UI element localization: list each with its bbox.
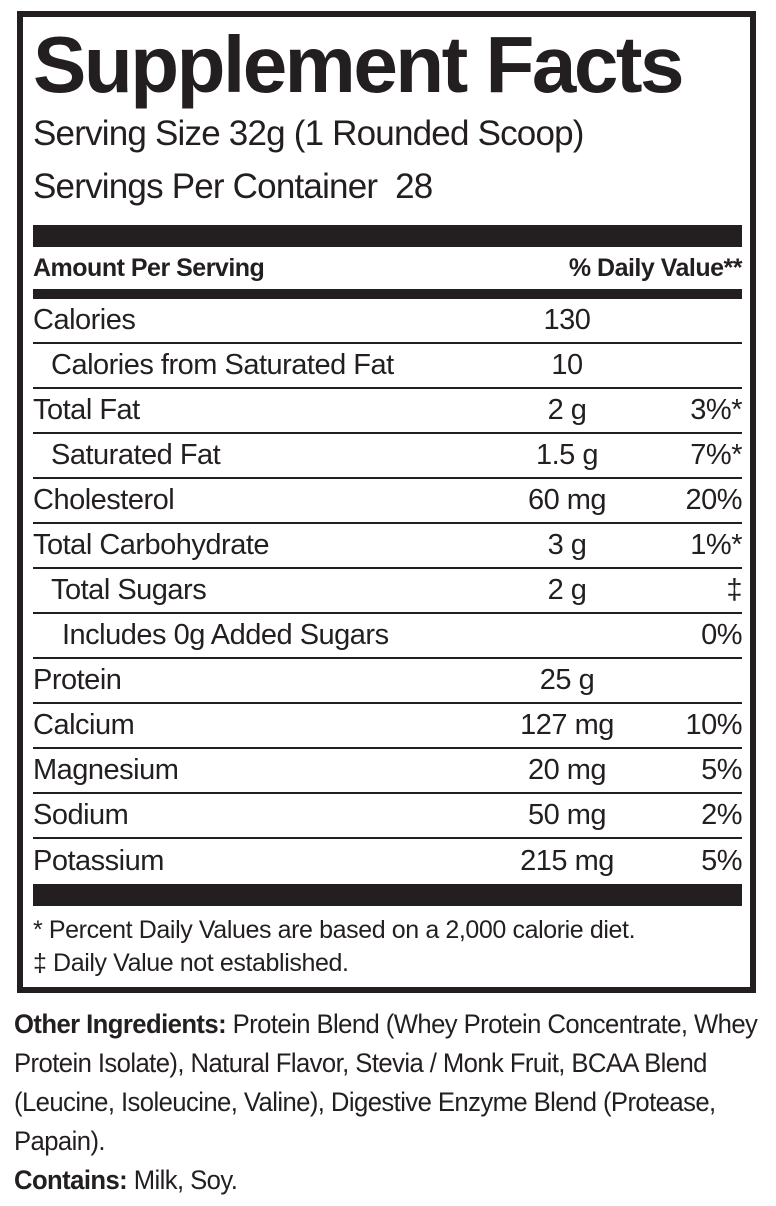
- nutrient-daily-value: 1%*: [690, 529, 742, 561]
- other-ingredients-paragraph: Other Ingredients: Protein Blend (Whey P…: [14, 1005, 765, 1161]
- contains-paragraph: Contains: Milk, Soy.: [14, 1161, 765, 1200]
- serving-size-line: Serving Size 32g (1 Rounded Scoop): [33, 114, 584, 153]
- nutrient-label: Magnesium: [33, 754, 179, 786]
- nutrient-daily-value: 2%: [701, 799, 742, 831]
- contains-text: Milk, Soy.: [127, 1165, 238, 1195]
- table-row: Includes 0g Added Sugars 0%: [33, 614, 743, 659]
- nutrient-label: Calories: [33, 304, 136, 336]
- nutrient-amount: 50 mg: [527, 799, 607, 831]
- nutrient-amount: 130: [543, 304, 591, 336]
- nutrient-daily-value: 5%: [701, 754, 742, 786]
- nutrient-label: Total Sugars: [51, 574, 207, 606]
- nutrient-daily-value: 5%: [701, 845, 742, 877]
- table-row: Potassium 215 mg 5%: [33, 839, 743, 884]
- supplement-facts-panel: Supplement Facts Serving Size 32g (1 Rou…: [17, 11, 756, 993]
- nutrient-label: Saturated Fat: [51, 439, 221, 471]
- nutrient-daily-value: 3%*: [690, 394, 742, 426]
- table-row: Protein 25 g: [33, 659, 742, 704]
- nutrient-amount: 25 g: [539, 664, 595, 696]
- nutrient-amount: 1.5 g: [536, 439, 599, 471]
- footer-divider-bar: [33, 884, 742, 906]
- nutrient-label: Sodium: [33, 799, 129, 831]
- panel-title: Supplement Facts: [33, 20, 685, 109]
- table-row: Sodium 50 mg 2%: [33, 794, 743, 839]
- nutrient-amount: 10: [551, 349, 583, 381]
- nutrient-amount: 20 mg: [527, 754, 607, 786]
- nutrient-amount: 3 g: [547, 529, 587, 561]
- nutrient-label: Calories from Saturated Fat: [51, 349, 394, 381]
- table-row: Calories from Saturated Fat 10: [33, 344, 742, 389]
- servings-per-container-line: Servings Per Container 28: [33, 167, 433, 206]
- nutrient-daily-value: 20%: [685, 484, 742, 516]
- nutrient-rows: Calories 130 Calories from Saturated Fat…: [33, 299, 743, 884]
- nutrient-label: Cholesterol: [33, 484, 175, 516]
- table-row: Total Sugars 2 g ‡: [33, 569, 743, 614]
- ingredients-section: Other Ingredients: Protein Blend (Whey P…: [14, 1005, 765, 1200]
- table-row: Calories 130: [33, 299, 742, 344]
- table-row: Magnesium 20 mg 5%: [33, 749, 743, 794]
- footnote-daily-value: * Percent Daily Values are based on a 2,…: [33, 916, 636, 944]
- table-row: Total Fat 2 g 3%*: [33, 389, 743, 434]
- other-ingredients-text: Protein Blend (Whey Protein Concentrate,…: [14, 1009, 758, 1156]
- nutrient-amount: 2 g: [547, 394, 587, 426]
- nutrient-amount: 2 g: [547, 574, 587, 606]
- nutrient-label: Includes 0g Added Sugars: [62, 619, 389, 651]
- contains-label: Contains:: [14, 1165, 128, 1195]
- nutrient-daily-value: 7%*: [690, 439, 742, 471]
- nutrient-label: Total Fat: [33, 394, 140, 426]
- nutrient-amount: 60 mg: [527, 484, 607, 516]
- nutrient-daily-value: 10%: [685, 709, 742, 741]
- other-ingredients-label: Other Ingredients:: [14, 1009, 227, 1039]
- table-row: Total Carbohydrate 3 g 1%*: [33, 524, 743, 569]
- column-header-row: Amount Per Serving % Daily Value**: [33, 247, 743, 289]
- column-header-amount: Amount Per Serving: [33, 253, 265, 282]
- table-row: Saturated Fat 1.5 g 7%*: [33, 434, 743, 479]
- header-divider-bar: [33, 289, 742, 299]
- footnotes: * Percent Daily Values are based on a 2,…: [33, 914, 742, 980]
- nutrient-amount: 127 mg: [520, 709, 614, 741]
- nutrient-daily-value: 0%: [701, 619, 742, 651]
- section-divider-bar: [33, 225, 742, 247]
- footnote-not-established: ‡ Daily Value not established.: [33, 949, 349, 977]
- column-header-daily-value: % Daily Value**: [568, 253, 743, 282]
- nutrient-label: Calcium: [33, 709, 135, 741]
- nutrient-daily-value: ‡: [726, 574, 742, 606]
- nutrient-label: Protein: [33, 664, 122, 696]
- nutrient-label: Potassium: [33, 845, 164, 877]
- table-row: Calcium 127 mg 10%: [33, 704, 743, 749]
- nutrient-amount: 215 mg: [520, 845, 614, 877]
- table-row: Cholesterol 60 mg 20%: [33, 479, 743, 524]
- nutrient-label: Total Carbohydrate: [33, 529, 270, 561]
